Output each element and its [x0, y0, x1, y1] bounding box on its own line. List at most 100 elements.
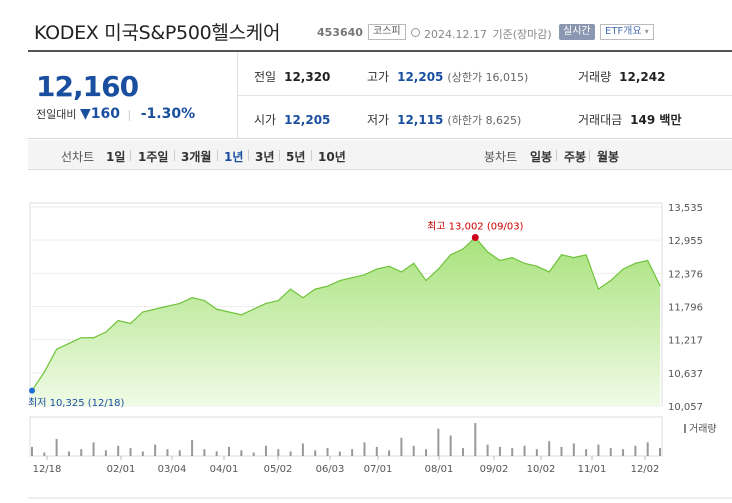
change-percent: -1.30%	[140, 106, 196, 122]
volume-bar	[129, 448, 132, 456]
price-point	[203, 299, 205, 302]
down-arrow-icon: ▼	[79, 106, 91, 122]
volume-bar	[511, 448, 514, 456]
price-point	[228, 311, 230, 313]
tab-monthly[interactable]: 월봉	[597, 150, 620, 164]
amount-cell: 거래대금 149 백만	[578, 113, 682, 127]
tab-1d[interactable]: 1일	[106, 150, 126, 164]
x-tick-label: 12/18	[33, 464, 62, 475]
x-tick-label: 07/01	[364, 464, 393, 475]
price-point	[622, 268, 624, 270]
volume-bar	[215, 451, 218, 456]
price-point	[314, 288, 316, 290]
x-tick-label: 11/01	[578, 464, 607, 475]
x-tick-label: 02/01	[107, 464, 136, 475]
tab-daily[interactable]: 일봉	[530, 150, 553, 164]
volume-bar	[240, 450, 243, 456]
volume-bar	[203, 449, 206, 456]
price-point	[413, 262, 415, 264]
tab-3m[interactable]: 3개월	[181, 150, 212, 164]
volume-bar	[80, 449, 83, 456]
price-point	[56, 348, 58, 350]
volume-bar	[412, 445, 415, 456]
price-line	[31, 236, 661, 391]
volume-bar	[400, 437, 403, 456]
volume-bar	[301, 443, 304, 456]
volume-bar	[461, 448, 464, 456]
tab-5y[interactable]: 5년	[286, 150, 306, 164]
market-badge: 코스피	[368, 24, 406, 40]
x-tick-label: 04/01	[210, 464, 239, 475]
high-marker	[471, 233, 479, 241]
price-point	[597, 288, 600, 290]
price-point	[573, 257, 575, 259]
volume-legend-icon	[684, 424, 686, 433]
price-point	[253, 308, 255, 310]
x-tick-label: 12/02	[631, 464, 660, 475]
low-cell: 저가 12,115 (하한가 8,625)	[367, 113, 522, 127]
price-point	[129, 322, 132, 325]
volume-bar	[43, 452, 46, 456]
price-point	[166, 305, 169, 307]
volume-bar	[264, 445, 267, 456]
chevron-down-icon: ▾	[644, 27, 649, 36]
volume-bar	[474, 423, 477, 456]
x-tick-label: 03/04	[158, 464, 187, 475]
volume-bar	[191, 440, 194, 456]
tab-weekly[interactable]: 주봉	[564, 150, 587, 164]
price-point	[326, 285, 329, 287]
price-point	[536, 265, 538, 267]
price-point	[179, 302, 181, 305]
volume-legend: 거래량	[689, 423, 717, 435]
price-point	[154, 308, 156, 310]
volume-bar	[104, 450, 107, 456]
price-point	[351, 277, 353, 279]
price-point	[511, 257, 513, 259]
line-chart-label: 선차트	[61, 150, 95, 164]
volume-bar	[585, 449, 588, 456]
high-annotation: 최고 13,002 (09/03)	[427, 220, 523, 232]
volume-bar	[141, 451, 144, 456]
tab-1w[interactable]: 1주일	[138, 150, 169, 164]
x-tick-label: 10/02	[527, 464, 556, 475]
volume-bar	[363, 442, 366, 456]
price-point	[647, 259, 649, 262]
candle-chart-label: 봉차트	[484, 150, 518, 164]
etf-overview-button[interactable]: ETF개요 ▾	[600, 24, 654, 40]
prev-close-cell: 전일 12,320	[254, 70, 331, 84]
price-point	[339, 279, 341, 282]
volume-bar	[634, 445, 637, 456]
y-tick-label: 12,955	[668, 236, 703, 247]
price-chart: 13,535 12,955 12,376 11,796 11,217 10,637 10,0…	[0, 180, 732, 503]
realtime-button[interactable]: 실시간	[559, 24, 595, 40]
volume-bar	[154, 444, 157, 456]
volume-bar	[560, 446, 563, 456]
y-tick-label: 12,376	[668, 269, 703, 280]
volume-bar	[31, 446, 33, 456]
y-tick-label: 11,217	[668, 336, 703, 347]
price-point	[499, 259, 501, 262]
price-point	[523, 262, 526, 264]
volume-cell: 거래량 12,242	[578, 70, 666, 84]
tab-3y[interactable]: 3년	[255, 150, 275, 164]
price-point	[560, 254, 563, 256]
tab-10y[interactable]: 10년	[318, 150, 346, 164]
tab-1y[interactable]: 1년	[224, 150, 244, 164]
price-point	[548, 271, 550, 273]
x-tick-label: 08/01	[425, 464, 454, 475]
volume-bar	[67, 451, 70, 456]
volume-bar	[597, 444, 600, 456]
price-point	[216, 308, 218, 310]
price-point	[191, 297, 193, 299]
volume-bar	[277, 449, 280, 456]
volume-bar	[178, 450, 181, 456]
price-point	[302, 297, 304, 299]
price-point	[240, 314, 242, 316]
volume-bar	[572, 443, 575, 456]
volume-bar	[55, 438, 58, 456]
price-point	[376, 268, 378, 270]
volume-bar	[646, 442, 649, 456]
volume-bar	[486, 444, 489, 456]
price-point	[610, 279, 612, 282]
stock-name: KODEX 미국S&P500헬스케어	[34, 22, 281, 44]
